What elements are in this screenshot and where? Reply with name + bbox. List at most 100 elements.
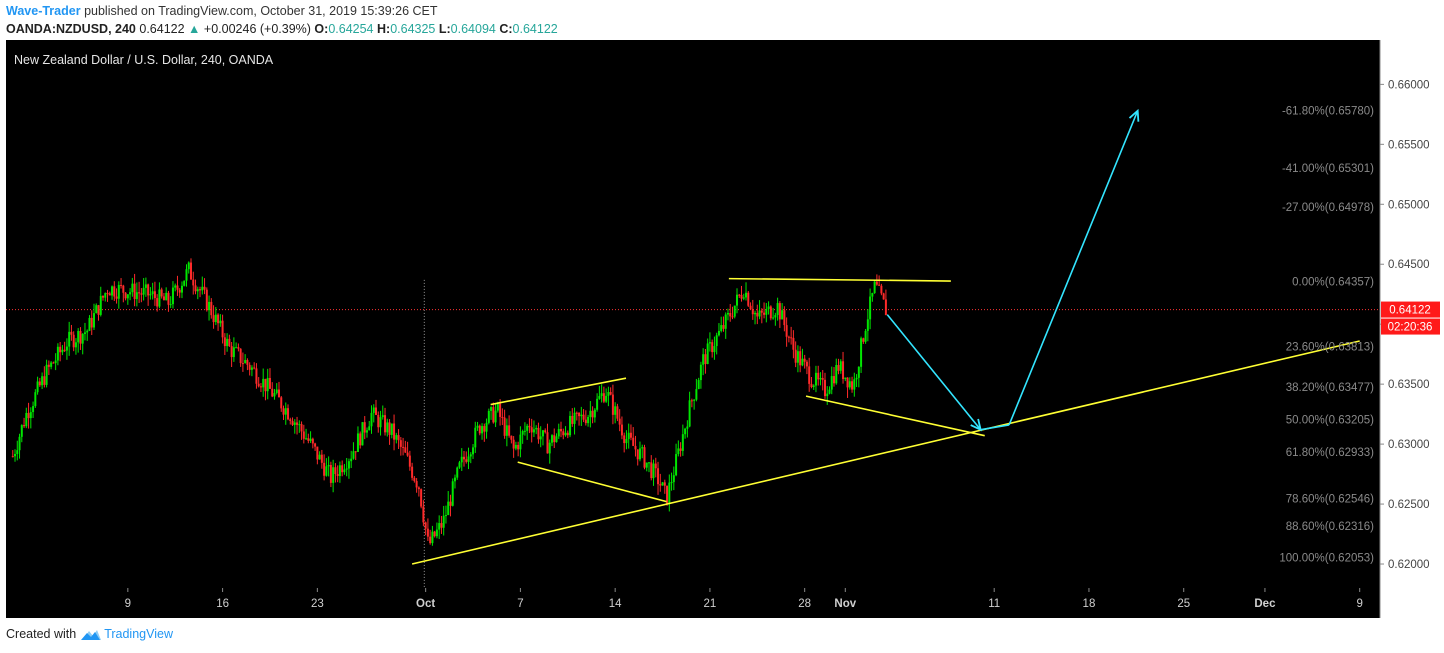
candle-body (652, 463, 655, 479)
candle-body (442, 515, 445, 528)
candle-body (627, 432, 630, 440)
open-label: O: (314, 22, 329, 36)
author-name[interactable]: Wave-Trader (6, 4, 81, 18)
candle-body (765, 309, 768, 315)
candle-body (402, 446, 405, 448)
candle-body (433, 531, 436, 537)
candle-body (517, 444, 520, 450)
candle-body (165, 292, 168, 301)
publish-info: published on TradingView.com, October 31… (84, 4, 438, 18)
price-chart[interactable]: -61.80%(0.65780) -41.00%(0.65301) -27.00%(… (6, 40, 1440, 618)
candle-body (153, 291, 156, 299)
price-change: +0.00246 (+0.39%) (203, 22, 311, 36)
candle-body (758, 310, 761, 317)
candle-body (629, 432, 632, 438)
chart-title: New Zealand Dollar / U.S. Dollar, 240, O… (14, 53, 274, 67)
candle-body (453, 477, 456, 482)
candle-body (512, 439, 515, 449)
candle-body (571, 415, 574, 424)
candle-body (422, 506, 425, 523)
tradingview-brand[interactable]: TradingView (104, 627, 173, 641)
candle-body (424, 522, 427, 529)
candle-body (830, 376, 833, 390)
candle-body (262, 378, 265, 388)
candle-body (379, 417, 382, 428)
candle-body (79, 330, 82, 344)
candle-body (144, 284, 147, 288)
candle-body (293, 422, 296, 425)
close-label: C: (499, 22, 513, 36)
candle-body (131, 283, 134, 293)
candle-body (451, 481, 454, 506)
candle-body (345, 468, 348, 470)
candle-body (275, 389, 278, 393)
candle-body (833, 376, 836, 384)
candle-body (875, 281, 878, 285)
last-price-badge (1381, 301, 1440, 318)
candle-body (221, 320, 224, 338)
candle-body (848, 381, 851, 388)
candle-body (74, 342, 77, 348)
candle-body (25, 412, 28, 427)
candle-body (61, 349, 64, 353)
candle-body (535, 427, 538, 430)
candle-body (393, 423, 396, 440)
candle-body (636, 449, 639, 460)
candle-body (537, 427, 540, 440)
candle-body (544, 430, 547, 433)
candle-body (138, 292, 141, 294)
candle-body (666, 485, 669, 504)
tradingview-logo[interactable]: TradingView (80, 627, 173, 641)
candle-body (792, 337, 795, 350)
candle-body (593, 409, 596, 418)
candle-body (11, 456, 14, 458)
candle-body (162, 296, 165, 301)
x-tick-label: 21 (704, 598, 717, 610)
candle-body (142, 287, 145, 295)
candle-body (413, 477, 416, 482)
chart-area[interactable]: -61.80%(0.65780) -41.00%(0.65301) -27.00%(… (6, 40, 1440, 618)
candle-body (618, 418, 621, 425)
candle-body (390, 423, 393, 435)
candle-body (377, 414, 380, 428)
candle-body (769, 306, 772, 319)
candle-body (546, 432, 549, 454)
candle-body (600, 393, 603, 397)
fib-level-label: 100.00%(0.62053) (1279, 553, 1374, 565)
candle-body (47, 364, 50, 367)
candle-body (287, 408, 290, 420)
candle-body (52, 362, 55, 364)
candle-body (713, 346, 716, 353)
candle-body (68, 331, 71, 347)
candle-body (325, 466, 328, 476)
y-tick-label: 0.65500 (1388, 139, 1430, 151)
candle-body (878, 284, 881, 286)
x-tick-label: 9 (1356, 598, 1362, 610)
plot-background[interactable] (6, 40, 1380, 588)
candle-body (122, 285, 125, 293)
candle-body (638, 448, 641, 460)
candle-body (438, 523, 441, 530)
candle-body (844, 377, 847, 379)
candle-body (406, 452, 409, 456)
candle-body (176, 285, 179, 290)
candle-body (805, 361, 808, 367)
candle-body (248, 364, 251, 370)
candle-body (311, 438, 314, 444)
candle-body (580, 414, 583, 417)
candle-body (151, 291, 154, 295)
candle-body (219, 320, 222, 324)
candle-body (684, 428, 687, 435)
candle-body (819, 377, 822, 380)
fib-labels-group: -61.80%(0.65780) -41.00%(0.65301) -27.00%(… (1279, 106, 1374, 565)
candle-body (411, 466, 414, 478)
candle-body (120, 284, 123, 286)
candle-body (776, 303, 779, 316)
candle-body (623, 435, 626, 444)
x-tick-label: 9 (125, 598, 131, 610)
candle-body (201, 286, 204, 291)
candle-body (799, 351, 802, 366)
candle-body (266, 377, 269, 392)
y-tick-label: 0.66000 (1388, 79, 1430, 91)
candle-body (485, 422, 488, 432)
